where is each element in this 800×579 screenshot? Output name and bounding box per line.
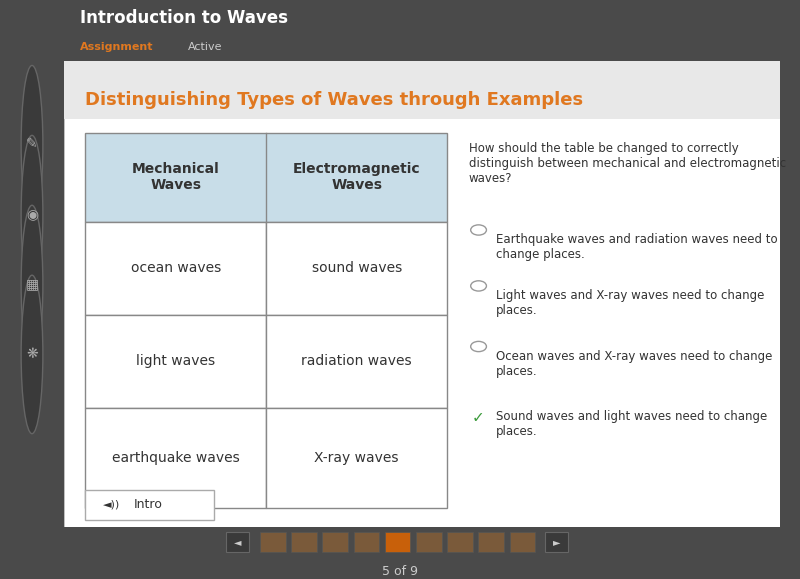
Text: Assignment: Assignment <box>80 42 154 53</box>
Bar <box>86 222 266 315</box>
Bar <box>86 490 214 520</box>
Bar <box>291 532 317 552</box>
Text: Distinguishing Types of Waves through Examples: Distinguishing Types of Waves through Ex… <box>86 91 584 109</box>
Bar <box>266 315 447 408</box>
Circle shape <box>21 275 43 434</box>
Text: Introduction to Waves: Introduction to Waves <box>80 9 288 27</box>
Circle shape <box>21 206 43 364</box>
Text: Electromagnetic
Waves: Electromagnetic Waves <box>293 162 421 192</box>
Bar <box>447 532 473 552</box>
Bar <box>64 61 780 119</box>
Text: ◄)): ◄)) <box>103 500 121 510</box>
Text: ◉: ◉ <box>26 208 38 222</box>
Text: earthquake waves: earthquake waves <box>112 451 240 465</box>
Circle shape <box>470 281 486 291</box>
Text: Mechanical
Waves: Mechanical Waves <box>132 162 220 192</box>
Bar <box>266 222 447 315</box>
Text: 5 of 9: 5 of 9 <box>382 565 418 578</box>
Text: ◄: ◄ <box>234 537 242 547</box>
Bar <box>545 532 568 552</box>
Bar <box>478 532 504 552</box>
Bar <box>416 532 442 552</box>
Bar <box>226 532 250 552</box>
Text: sound waves: sound waves <box>311 261 402 275</box>
Bar <box>510 532 535 552</box>
Bar <box>385 532 410 552</box>
Text: light waves: light waves <box>136 354 215 368</box>
Circle shape <box>470 225 486 235</box>
Bar <box>322 532 348 552</box>
Text: radiation waves: radiation waves <box>302 354 412 368</box>
Bar <box>260 532 286 552</box>
Text: ▦: ▦ <box>26 277 38 291</box>
Text: X-ray waves: X-ray waves <box>314 451 399 465</box>
Text: How should the table be changed to correctly
distinguish between mechanical and : How should the table be changed to corre… <box>469 142 786 185</box>
Bar <box>266 408 447 508</box>
Text: Light waves and X-ray waves need to change
places.: Light waves and X-ray waves need to chan… <box>496 289 764 317</box>
Text: ►: ► <box>553 537 560 547</box>
Circle shape <box>21 65 43 224</box>
Bar <box>354 532 379 552</box>
Text: ❋: ❋ <box>26 347 38 361</box>
Text: Intro: Intro <box>134 498 163 511</box>
Text: Sound waves and light waves need to change
places.: Sound waves and light waves need to chan… <box>496 411 767 438</box>
Circle shape <box>21 135 43 294</box>
Circle shape <box>470 342 486 351</box>
Text: ✎: ✎ <box>26 138 38 152</box>
Text: Active: Active <box>188 42 222 53</box>
Bar <box>86 315 266 408</box>
Text: ✓: ✓ <box>472 411 485 426</box>
Text: Ocean waves and X-ray waves need to change
places.: Ocean waves and X-ray waves need to chan… <box>496 350 772 378</box>
Bar <box>86 133 447 222</box>
Text: ocean waves: ocean waves <box>130 261 221 275</box>
Bar <box>86 408 266 508</box>
Text: Earthquake waves and radiation waves need to
change places.: Earthquake waves and radiation waves nee… <box>496 233 778 261</box>
